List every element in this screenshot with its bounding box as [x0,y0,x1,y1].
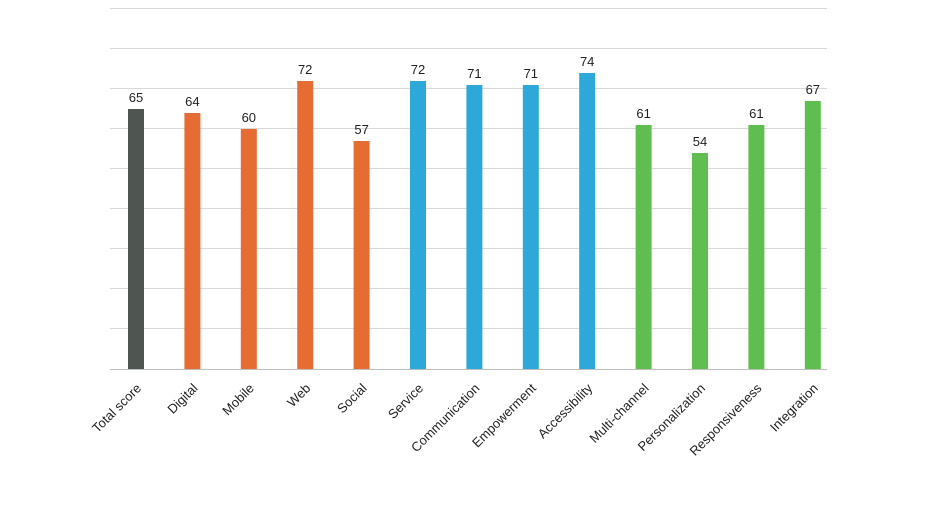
value-labels-layer: 65 64 60 72 57 72 71 71 74 61 54 61 67 [129,54,820,149]
bar-empowerment [522,85,539,369]
bar-web [297,81,314,369]
bar-digital [184,113,201,369]
value-label: 67 [806,82,820,97]
value-label: 54 [693,134,707,149]
value-label: 74 [580,54,594,69]
value-label: 57 [354,122,368,137]
value-label: 61 [749,106,763,121]
value-label: 71 [467,66,481,81]
category-label: Accessibility [535,380,596,441]
value-label: 64 [185,94,199,109]
bar-integration [804,101,821,369]
category-label: Integration [767,381,821,435]
category-labels-layer: Total score Digital Mobile Web Social Service… [89,380,821,458]
category-label: Social [334,380,370,416]
value-label: 72 [298,62,312,77]
category-label: Service [385,381,426,422]
category-label: Mobile [219,381,257,419]
value-label: 61 [636,106,650,121]
bar-total-score [128,109,144,369]
category-label: Digital [164,380,200,416]
category-label: Web [284,381,313,410]
value-label: 65 [129,90,143,105]
bar-responsiveness [748,125,765,369]
bars-layer [128,73,821,369]
bar-communication [466,85,483,369]
bar-personalization [692,153,708,369]
bar-multi-channel [635,125,652,369]
bar-mobile [240,129,257,369]
bar-service [410,81,426,369]
category-label: Total score [89,381,144,436]
value-label: 60 [242,110,256,125]
value-label: 72 [411,62,425,77]
value-label: 71 [524,66,538,81]
bar-accessibility [579,73,596,369]
bar-social [353,141,370,369]
